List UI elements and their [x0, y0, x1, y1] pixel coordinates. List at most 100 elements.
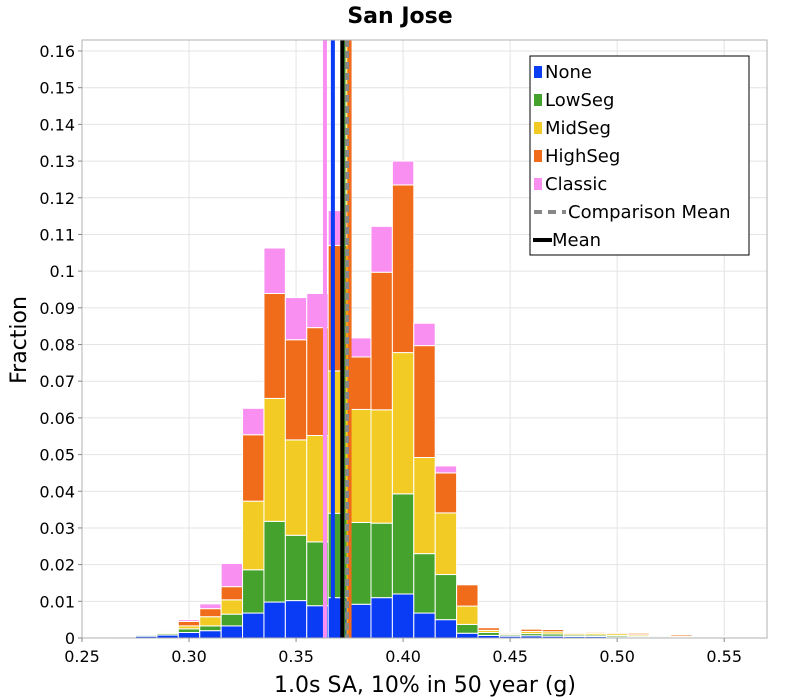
bar-lowseg [349, 521, 372, 605]
x-tick-label: 0.35 [278, 647, 314, 666]
bar-lowseg [413, 553, 436, 614]
legend-lowseg-label: LowSeg [545, 90, 614, 111]
legend-box [529, 55, 750, 256]
bar-midseg [434, 512, 458, 576]
bar-lowseg [284, 534, 308, 602]
legend-midseg-swatch [534, 122, 542, 134]
bar-none [220, 625, 244, 639]
bar-none [263, 601, 286, 639]
bar-classic [370, 225, 393, 273]
bar-lowseg [263, 520, 286, 603]
bar-highseg [177, 620, 201, 627]
legend-mean-label: Mean [552, 230, 601, 251]
bar-lowseg [370, 522, 393, 599]
bar-highseg [434, 472, 458, 514]
bar-lowseg [391, 493, 415, 595]
x-axis: 0.25 0.30 0.35 0.40 0.45 0.50 0.55 [64, 638, 742, 666]
bar-classic [284, 297, 308, 341]
bar-midseg [391, 352, 415, 495]
bar-lowseg [242, 569, 265, 614]
bar-midseg [349, 408, 372, 523]
legend-highseg-label: HighSeg [545, 146, 620, 167]
bar-highseg [284, 339, 308, 441]
bar-midseg [220, 599, 244, 615]
x-tick-label: 0.55 [706, 647, 742, 666]
bar-midseg [263, 397, 286, 522]
bar-highseg [349, 356, 372, 410]
y-axis: 0 0.01 0.02 0.03 0.04 0.05 0.06 0.07 0.08 0.09 0.1… [39, 42, 82, 648]
bar-midseg [284, 439, 308, 536]
bar-highseg [477, 627, 500, 631]
bar-highseg [220, 586, 244, 601]
y-axis-label: Fraction [7, 296, 32, 384]
bar-none [391, 593, 415, 639]
x-tick-label: 0.30 [171, 647, 207, 666]
legend-comparison-mean-label: Comparison Mean [568, 202, 731, 223]
legend-classic-label: Classic [545, 174, 607, 195]
legend: None LowSeg MidSeg HighSeg Classic Comparison… [529, 55, 750, 256]
bar-none [349, 603, 372, 639]
x-axis-label: 1.0s SA, 10% in 50 year (g) [274, 673, 576, 698]
bar-none [413, 612, 436, 639]
bar-lowseg [434, 574, 458, 621]
y-tick-label: 0.15 [39, 79, 75, 98]
chart-title: San Jose [347, 4, 452, 29]
y-tick-label: 0.02 [39, 556, 75, 575]
bar-classic [263, 247, 286, 295]
bar-highseg [391, 184, 415, 354]
bar-midseg [370, 409, 393, 524]
bar-highseg [242, 434, 265, 502]
bar-highseg [670, 634, 693, 637]
legend-none-label: None [545, 62, 592, 83]
bar-classic [177, 619, 201, 622]
bar-none [284, 600, 308, 639]
legend-classic-swatch [534, 178, 542, 190]
bar-lowseg [199, 625, 222, 632]
y-tick-label: 0.16 [39, 42, 75, 61]
y-tick-label: 0.13 [39, 152, 75, 171]
bar-midseg [413, 456, 436, 555]
y-tick-label: 0.05 [39, 446, 75, 465]
plot-frame [81, 39, 768, 639]
y-tick-label: 0.12 [39, 189, 75, 208]
legend-midseg-label: MidSeg [545, 118, 611, 139]
bar-highseg [584, 631, 607, 634]
y-tick-label: 0.01 [39, 592, 75, 611]
bar-classic [391, 160, 415, 186]
legend-none-swatch [534, 66, 542, 78]
y-tick-label: 0.09 [39, 299, 75, 318]
bar-none [370, 597, 393, 639]
bar-highseg [263, 293, 286, 399]
bar-midseg [242, 500, 265, 571]
y-tick-label: 0.08 [39, 336, 75, 355]
bar-classic [220, 563, 244, 588]
y-tick-label: 0.04 [39, 482, 75, 501]
y-tick-label: 0.03 [39, 519, 75, 538]
x-tick-label: 0.25 [64, 647, 100, 666]
bar-none [199, 630, 222, 639]
bar-none [242, 612, 265, 639]
bar-highseg [199, 608, 222, 618]
bar-classic [242, 407, 265, 436]
bar-highseg [498, 631, 522, 635]
bar-classic [199, 603, 222, 610]
bar-none [434, 619, 458, 639]
bar-highseg [627, 632, 650, 636]
legend-highseg-swatch [534, 150, 542, 162]
bar-none [456, 632, 479, 639]
bar-lowseg [220, 613, 244, 627]
x-tick-label: 0.40 [385, 647, 421, 666]
bar-midseg [199, 616, 222, 627]
bar-highseg [563, 631, 586, 635]
bar-classic [349, 337, 372, 358]
mean-lines [322, 40, 352, 638]
bar-highseg [370, 271, 393, 411]
bar-highseg [605, 631, 629, 635]
x-tick-label: 0.45 [492, 647, 528, 666]
bar-lowseg [177, 628, 201, 633]
y-tick-label: 0.14 [39, 115, 75, 134]
bar-lowseg [456, 623, 479, 634]
bar-none [177, 631, 201, 639]
bar-highseg [520, 628, 543, 632]
